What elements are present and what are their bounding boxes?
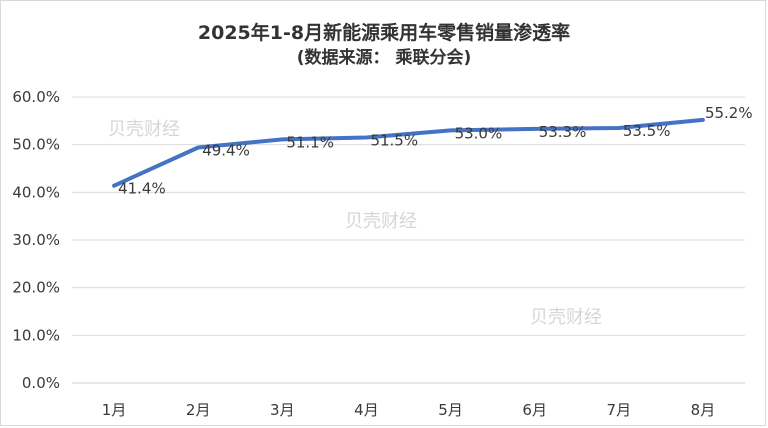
x-tick-label: 1月 [102, 401, 127, 419]
data-label: 53.5% [623, 122, 671, 140]
y-tick-label: 10.0% [12, 326, 60, 344]
x-tick-label: 4月 [354, 401, 379, 419]
y-tick-label: 50.0% [12, 136, 60, 154]
x-tick-label: 3月 [270, 401, 295, 419]
y-tick-label: 40.0% [12, 183, 60, 201]
data-label: 53.0% [455, 124, 503, 142]
x-tick-label: 2月 [186, 401, 211, 419]
watermark-text-2: 贝壳财经 [345, 211, 417, 232]
x-tick-label: 8月 [691, 401, 716, 419]
data-label: 53.3% [539, 123, 587, 141]
y-tick-label: 30.0% [12, 231, 60, 249]
gridlines [72, 96, 745, 384]
data-label: 49.4% [202, 142, 250, 160]
y-tick-label: 0.0% [22, 374, 60, 392]
chart-subtitle: (数据来源： 乘联分会) [296, 48, 472, 68]
watermark-text-1: 贝壳财经 [108, 119, 180, 140]
data-label: 55.2% [705, 104, 753, 122]
data-label: 41.4% [118, 180, 166, 198]
y-tick-label: 60.0% [12, 88, 60, 106]
series-line-1 [112, 117, 705, 188]
series-line-layer [112, 117, 705, 188]
x-axis-ticks: 1月 2月 3月 4月 5月 6月 7月 8月 [102, 401, 715, 419]
x-tick-label: 5月 [438, 401, 463, 419]
y-tick-label: 20.0% [12, 279, 60, 297]
chart-title: 2025年1-8月新能源乘用车零售销量渗透率 [197, 22, 571, 44]
data-label: 51.1% [286, 133, 334, 151]
x-tick-label: 7月 [607, 401, 632, 419]
x-tick-label: 6月 [522, 401, 547, 419]
y-axis-ticks: 0.0% 10.0% 20.0% 30.0% 40.0% 50.0% 60.0% [12, 88, 60, 392]
watermark-text-3: 贝壳财经 [530, 307, 602, 328]
data-label: 51.5% [370, 132, 418, 150]
data-labels: 41.4% 49.4% 51.1% 51.5% 53.0% 53.3% 53.5% 55.2% [118, 104, 753, 198]
